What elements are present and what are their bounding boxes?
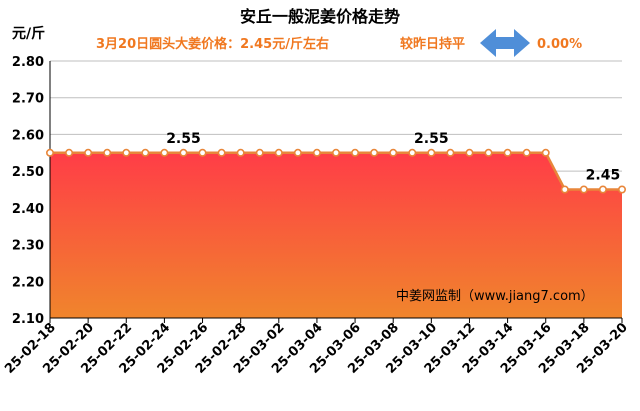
data-point [103, 148, 112, 157]
data-point [141, 148, 150, 157]
data-point [389, 148, 398, 157]
area-fill [50, 152, 622, 318]
data-point [65, 148, 74, 157]
y-tick-label: 2.30 [12, 239, 44, 254]
data-point [408, 148, 417, 157]
data-point [198, 148, 207, 157]
data-point [160, 148, 169, 157]
data-point [541, 148, 550, 157]
y-tick-label: 2.10 [12, 312, 44, 327]
data-point [293, 148, 302, 157]
data-point [255, 148, 264, 157]
data-point [179, 148, 188, 157]
data-point [579, 185, 588, 194]
data-point [446, 148, 455, 157]
y-axis-unit-label: 元/斤 [12, 25, 45, 42]
subtitle-price: 3月20日圆头大姜价格：2.45元/斤左右 [96, 36, 329, 52]
y-tick-label: 2.50 [12, 165, 44, 180]
y-tick-label: 2.40 [12, 202, 44, 217]
x-tick-labels: 25-02-1825-02-2025-02-2225-02-2425-02-26… [2, 320, 631, 377]
data-point [503, 148, 512, 157]
y-tick-label: 2.60 [12, 128, 44, 143]
data-point [351, 148, 360, 157]
data-point [522, 148, 531, 157]
y-tick-label: 2.20 [12, 275, 44, 290]
data-point [217, 148, 226, 157]
double-arrow-icon [480, 29, 530, 57]
data-point [617, 185, 626, 194]
data-point [331, 148, 340, 157]
change-percent: 0.00% [537, 37, 582, 52]
watermark-text: 中姜网监制（www.jiang7.com） [396, 289, 594, 304]
data-point [312, 148, 321, 157]
y-tick-labels: 2.10 2.20 2.30 2.40 2.50 2.60 2.70 2.80 [12, 55, 44, 327]
data-point [84, 148, 93, 157]
data-label: 2.55 [414, 131, 449, 147]
data-label: 2.55 [166, 131, 201, 147]
subtitle-change: 较昨日持平 [400, 36, 465, 52]
data-point [484, 148, 493, 157]
data-label: 2.45 [586, 168, 621, 184]
data-point [598, 185, 607, 194]
data-labels: 2.55 2.55 2.45 [166, 131, 620, 184]
data-point [427, 148, 436, 157]
data-point [465, 148, 474, 157]
data-point [236, 148, 245, 157]
data-point [560, 185, 569, 194]
data-points [45, 148, 626, 194]
axis-layer [49, 61, 623, 323]
data-point [370, 148, 379, 157]
y-tick-label: 2.70 [12, 92, 44, 107]
y-tick-label: 2.80 [12, 55, 44, 70]
data-point [45, 148, 54, 157]
data-point [274, 148, 283, 157]
data-point [122, 148, 131, 157]
chart-title: 安丘一般泥姜价格走势 [240, 7, 400, 26]
